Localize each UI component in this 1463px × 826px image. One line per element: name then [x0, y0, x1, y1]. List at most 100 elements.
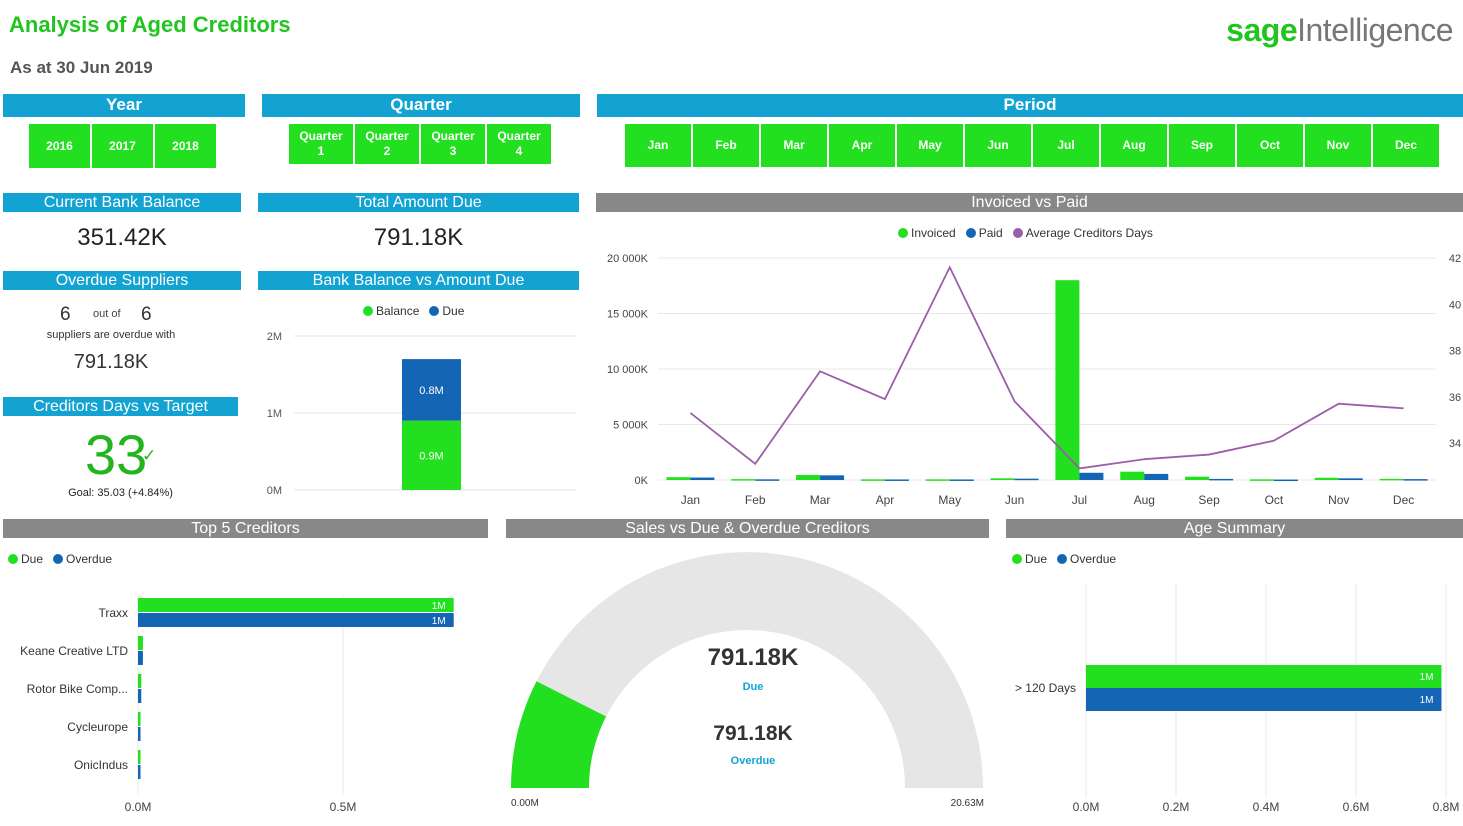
bar-paid[interactable] [820, 475, 845, 480]
gauge-due-label: Due [743, 681, 764, 693]
bar-paid[interactable] [1079, 472, 1104, 480]
category-label: Cycleurope [67, 720, 128, 734]
bar-due[interactable] [402, 359, 461, 421]
period-button-2[interactable]: Mar [761, 124, 827, 167]
y2-tick-label: 34 [1449, 438, 1461, 450]
x-tick-label: Nov [1328, 493, 1349, 507]
legend-avg-creditors-days[interactable]: Average Creditors Days [1012, 226, 1153, 240]
bar-invoiced[interactable] [990, 478, 1015, 480]
bar-balance[interactable] [402, 420, 461, 490]
period-button-6[interactable]: Jul [1033, 124, 1099, 167]
period-button-11[interactable]: Dec [1373, 124, 1439, 167]
bar-paid[interactable] [1403, 479, 1428, 481]
check-icon: ✓ [142, 446, 157, 465]
bar-due[interactable] [138, 636, 143, 650]
y-tick-label: 0M [267, 485, 282, 497]
bar-due[interactable] [138, 674, 142, 688]
period-button-8[interactable]: Sep [1169, 124, 1235, 167]
x-tick-label: Aug [1134, 493, 1155, 507]
bar-paid[interactable] [1014, 478, 1039, 481]
y-tick-label: 20 000K [607, 253, 649, 265]
period-button-4[interactable]: May [897, 124, 963, 167]
bar-invoiced[interactable] [860, 479, 885, 481]
quarter-button-2[interactable]: Quarter 3 [421, 124, 485, 164]
legend-due[interactable]: Due [1012, 552, 1047, 566]
out-of-label: out of [93, 308, 121, 320]
bar-due[interactable] [138, 712, 141, 726]
bar-paid[interactable] [1209, 478, 1234, 481]
bar-due[interactable] [138, 598, 454, 612]
y-tick-label: 0K [635, 475, 649, 487]
gauge-fill[interactable] [511, 681, 607, 788]
bar-invoiced[interactable] [1314, 477, 1339, 480]
year-slicer-header: Year [3, 94, 245, 117]
bar-paid[interactable] [690, 477, 715, 480]
y-tick-label: 10 000K [607, 364, 649, 376]
year-button-0[interactable]: 2016 [29, 124, 90, 168]
bar-invoiced[interactable] [666, 477, 691, 480]
invoiced-vs-paid-header: Invoiced vs Paid [596, 193, 1463, 212]
bar-overdue[interactable] [138, 689, 142, 703]
bar-overdue[interactable] [138, 651, 143, 665]
legend-overdue[interactable]: Overdue [53, 552, 112, 566]
period-button-3[interactable]: Apr [829, 124, 895, 167]
category-label: Keane Creative LTD [20, 644, 128, 658]
bar-invoiced[interactable] [1055, 280, 1080, 480]
year-button-2[interactable]: 2018 [155, 124, 216, 168]
bar-overdue[interactable] [138, 727, 141, 741]
bar-due[interactable] [138, 750, 141, 764]
overdue-desc: suppliers are overdue with [46, 329, 176, 341]
y-tick-label: 5 000K [613, 420, 649, 432]
legend-due[interactable]: Due [8, 552, 43, 566]
bar-invoiced[interactable] [1379, 478, 1404, 481]
period-button-0[interactable]: Jan [625, 124, 691, 167]
bar-overdue[interactable] [138, 765, 141, 779]
period-button-7[interactable]: Aug [1101, 124, 1167, 167]
age-legend: Due Overdue [1012, 552, 1116, 566]
quarter-button-0[interactable]: Quarter 1 [289, 124, 353, 164]
period-button-5[interactable]: Jun [965, 124, 1031, 167]
invoiced-vs-paid-legend: Invoiced Paid Average Creditors Days [898, 226, 1153, 240]
legend-due[interactable]: Due [429, 304, 464, 318]
gauge-header: Sales vs Due & Overdue Creditors [506, 519, 989, 538]
bar-invoiced[interactable] [925, 479, 950, 481]
legend-paid[interactable]: Paid [965, 226, 1003, 240]
year-button-1[interactable]: 2017 [92, 124, 153, 168]
bar-paid[interactable] [949, 479, 974, 481]
y2-tick-label: 42 [1449, 253, 1461, 265]
bar-due[interactable] [1086, 665, 1442, 688]
bar-paid[interactable] [1144, 473, 1169, 480]
category-label: OnicIndus [74, 758, 128, 772]
bank-balance-value: 351.42K [77, 224, 167, 251]
legend-invoiced[interactable]: Invoiced [898, 226, 956, 240]
period-button-9[interactable]: Oct [1237, 124, 1303, 167]
bar-invoiced[interactable] [796, 475, 821, 480]
legend-overdue[interactable]: Overdue [1057, 552, 1116, 566]
bar-overdue[interactable] [1086, 688, 1442, 711]
bar-paid[interactable] [755, 479, 780, 481]
quarter-button-1[interactable]: Quarter 2 [355, 124, 419, 164]
bar-invoiced[interactable] [731, 479, 756, 481]
bar-paid[interactable] [1338, 478, 1363, 480]
bar-invoiced[interactable] [1120, 471, 1145, 480]
bar-overdue[interactable] [138, 613, 454, 627]
category-label: > 120 Days [1015, 681, 1076, 695]
x-tick-label: Sep [1198, 493, 1220, 507]
bar-paid[interactable] [884, 479, 909, 481]
period-button-1[interactable]: Feb [693, 124, 759, 167]
avg-creditors-days-line[interactable] [689, 265, 1404, 470]
sage-intelligence-logo: sageIntelligence [1226, 12, 1453, 48]
logo-intelligence-text: Intelligence [1297, 12, 1453, 48]
legend-balance[interactable]: Balance [363, 304, 419, 318]
x-tick-label: Jul [1072, 493, 1087, 507]
overdue-count: 6 [60, 304, 71, 325]
bar-invoiced[interactable] [1185, 476, 1210, 480]
bar-invoiced[interactable] [1249, 479, 1274, 481]
x-tick-label: 0.5M [330, 800, 357, 814]
bar-paid[interactable] [1273, 479, 1298, 482]
quarter-button-3[interactable]: Quarter 4 [487, 124, 551, 164]
category-label: Traxx [98, 606, 128, 620]
data-label: 0.8M [419, 385, 443, 397]
bank-vs-due-chart: 0M 1M 2M 0.9M 0.8M [267, 331, 576, 497]
period-button-10[interactable]: Nov [1305, 124, 1371, 167]
